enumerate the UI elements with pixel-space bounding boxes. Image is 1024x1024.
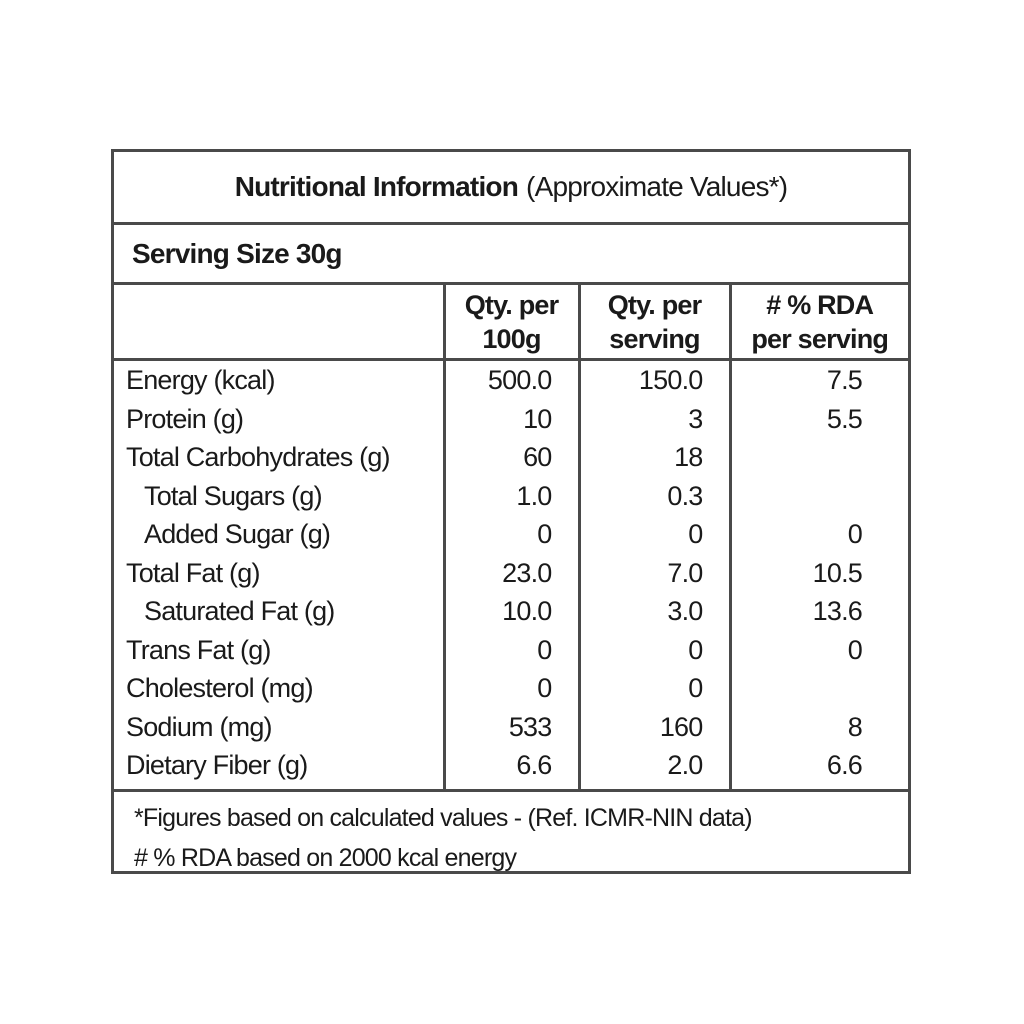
nutrient-value: 0 [442, 630, 579, 669]
nutrient-value: 3 [577, 399, 730, 438]
subtitle: (Approximate Values*) [526, 171, 788, 202]
nutrient-value: 0 [577, 515, 730, 554]
header-cell [114, 285, 444, 361]
nutrient-value: 60 [442, 438, 579, 477]
nutrient-value [728, 669, 908, 708]
table-row: Total Fat (g) 23.0 7.0 10.5 [114, 553, 908, 592]
nutrient-value: 1.0 [442, 476, 579, 515]
footnote: *Figures based on calculated values - (R… [134, 803, 753, 832]
nutrient-value: 160 [577, 707, 730, 746]
nutrient-value: 7.0 [577, 553, 730, 592]
nutrient-value: 150.0 [577, 359, 730, 400]
nutrient-value: 2.0 [577, 746, 730, 789]
header-row: Qty. per 100g Qty. per serving # % RDA per… [114, 285, 908, 361]
table-row: Total Carbohydrates (g) 60 18 [114, 438, 908, 477]
table-row: Saturated Fat (g) 10.0 3.0 13.6 [114, 592, 908, 631]
table-row: Trans Fat (g) 0 0 0 [114, 630, 908, 669]
nutrient-label: Cholesterol (mg) [126, 673, 314, 704]
nutrition-table: Qty. per 100g Qty. per serving # % RDA per… [114, 285, 908, 789]
nutrient-value: 0 [728, 515, 908, 554]
nutrient-value: 0.3 [577, 476, 730, 515]
table-row: Total Sugars (g) 1.0 0.3 [114, 476, 908, 515]
footnotes: *Figures based on calculated values - (R… [114, 788, 908, 878]
nutrient-value: 23.0 [442, 553, 579, 592]
nutrient-value: 0 [577, 669, 730, 708]
column-header: # % RDA per serving [728, 285, 908, 361]
nutrient-value: 7.5 [728, 359, 908, 400]
column-header: Qty. per serving [577, 285, 730, 361]
nutrient-value: 10.5 [728, 553, 908, 592]
nutrient-value: 500.0 [442, 359, 579, 400]
nutrient-value: 18 [577, 438, 730, 477]
table-row: Cholesterol (mg) 0 0 [114, 669, 908, 708]
title-row: Nutritional Information (Approximate Val… [114, 152, 908, 225]
nutrient-value: 6.6 [728, 746, 908, 789]
nutrient-value: 5.5 [728, 399, 908, 438]
nutrient-label: Total Carbohydrates (g) [126, 442, 391, 473]
nutrient-label: Total Sugars (g) [144, 480, 323, 511]
nutrient-label: Dietary Fiber (g) [126, 750, 308, 781]
nutrient-label: Protein (g) [126, 403, 244, 434]
nutrient-value: 8 [728, 707, 908, 746]
nutrient-value: 533 [442, 707, 579, 746]
table-row: Energy (kcal) 500.0 150.0 7.5 [114, 359, 908, 400]
nutrient-value: 3.0 [577, 592, 730, 631]
table-body: Energy (kcal) 500.0 150.0 7.5 Protein (g) 10 3… [114, 359, 908, 789]
footnote: # % RDA based on 2000 kcal energy [134, 843, 517, 872]
nutrient-label: Trans Fat (g) [126, 634, 271, 665]
nutrient-value: 10 [442, 399, 579, 438]
title: Nutritional Information [234, 171, 519, 202]
nutrient-value [728, 476, 908, 515]
nutrient-value: 0 [442, 669, 579, 708]
table-row: Dietary Fiber (g) 6.6 2.0 6.6 [114, 746, 908, 789]
serving-size: Serving Size 30g [114, 225, 908, 285]
nutrient-label: Added Sugar (g) [144, 519, 331, 550]
nutrient-value: 0 [728, 630, 908, 669]
nutrient-label: Sodium (mg) [126, 711, 273, 742]
table-row: Added Sugar (g) 0 0 0 [114, 515, 908, 554]
nutrient-value: 6.6 [442, 746, 579, 789]
nutrient-value: 13.6 [728, 592, 908, 631]
nutrition-panel: Nutritional Information (Approximate Val… [111, 149, 911, 874]
table-row: Protein (g) 10 3 5.5 [114, 399, 908, 438]
nutrient-label: Total Fat (g) [126, 557, 260, 588]
column-header: Qty. per 100g [442, 285, 579, 361]
nutrient-label: Energy (kcal) [126, 365, 275, 396]
table-row: Sodium (mg) 533 160 8 [114, 707, 908, 746]
nutrient-value: 0 [577, 630, 730, 669]
nutrient-value: 0 [442, 515, 579, 554]
nutrient-label: Saturated Fat (g) [144, 596, 335, 627]
nutrient-value [728, 438, 908, 477]
nutrient-value: 10.0 [442, 592, 579, 631]
